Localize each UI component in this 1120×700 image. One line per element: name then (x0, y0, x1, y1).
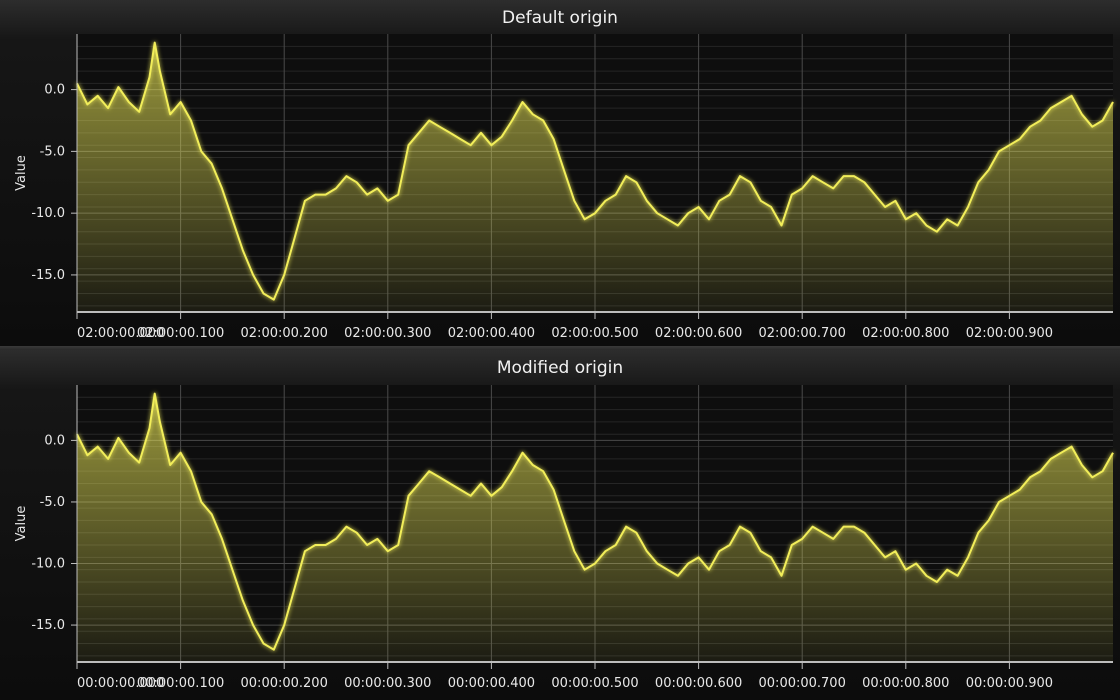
x-tick-label: 00:00:00.000 (77, 676, 164, 691)
x-tick-label: 02:00:00.800 (862, 326, 949, 341)
chart-plot[interactable]: 0.0 -5.0 -10.0 -15.0 00:00:00.00000:00:00.10… (0, 350, 1120, 700)
x-tick-label: 02:00:00.200 (241, 326, 328, 341)
series-area (77, 393, 1113, 662)
y-axis-title: Value (14, 155, 29, 191)
y-tick-label: -5.0 (40, 495, 65, 510)
x-tick-label: 00:00:00.500 (551, 676, 638, 691)
x-tick-label: 00:00:00.600 (655, 676, 742, 691)
chart-title: Default origin (502, 8, 618, 28)
x-tick-label: 00:00:00.300 (344, 676, 431, 691)
series-line[interactable] (76, 392, 1114, 651)
x-tick-label: 02:00:00.600 (655, 326, 742, 341)
y-tick-label: 0.0 (44, 433, 65, 448)
y-axis-title: Value (14, 506, 29, 542)
x-tick-label: 00:00:00.700 (759, 676, 846, 691)
x-tick-label: 02:00:00.400 (448, 326, 535, 341)
series-line[interactable] (76, 41, 1114, 301)
panel-divider[interactable] (0, 346, 1120, 350)
chart-panel-default-origin: Default origin 0.0 -5.0 -10.0 -15.0 02:00:00… (0, 0, 1120, 346)
chart-title: Modified origin (496, 358, 624, 378)
x-tick-label: 00:00:00.200 (241, 676, 328, 691)
y-tick-label: 0.0 (44, 83, 65, 98)
chart-plot[interactable]: 0.0 -5.0 -10.0 -15.0 02:00:00.00002:00:00.10… (0, 0, 1120, 346)
x-tick-label: 02:00:00.700 (759, 326, 846, 341)
x-tick-label: 00:00:00.400 (448, 676, 535, 691)
x-tick-label: 02:00:00.100 (137, 326, 224, 341)
x-tick-label: 02:00:00.900 (966, 326, 1053, 341)
y-tick-label: -15.0 (31, 618, 65, 633)
y-tick-label: -15.0 (31, 268, 65, 283)
x-tick-label: 02:00:00.000 (77, 326, 164, 341)
x-tick-label: 00:00:00.100 (137, 676, 224, 691)
y-tick-label: -10.0 (31, 557, 65, 572)
chart-panel-modified-origin: Modified origin 0.0 -5.0 -10.0 -15.0 00:00:0… (0, 350, 1120, 700)
x-tick-label: 02:00:00.500 (551, 326, 638, 341)
x-tick-label: 00:00:00.800 (862, 676, 949, 691)
series-area (77, 42, 1113, 312)
x-tick-label: 02:00:00.300 (344, 326, 431, 341)
y-tick-label: -5.0 (40, 144, 65, 159)
x-tick-label: 00:00:00.900 (966, 676, 1053, 691)
y-tick-label: -10.0 (31, 206, 65, 221)
